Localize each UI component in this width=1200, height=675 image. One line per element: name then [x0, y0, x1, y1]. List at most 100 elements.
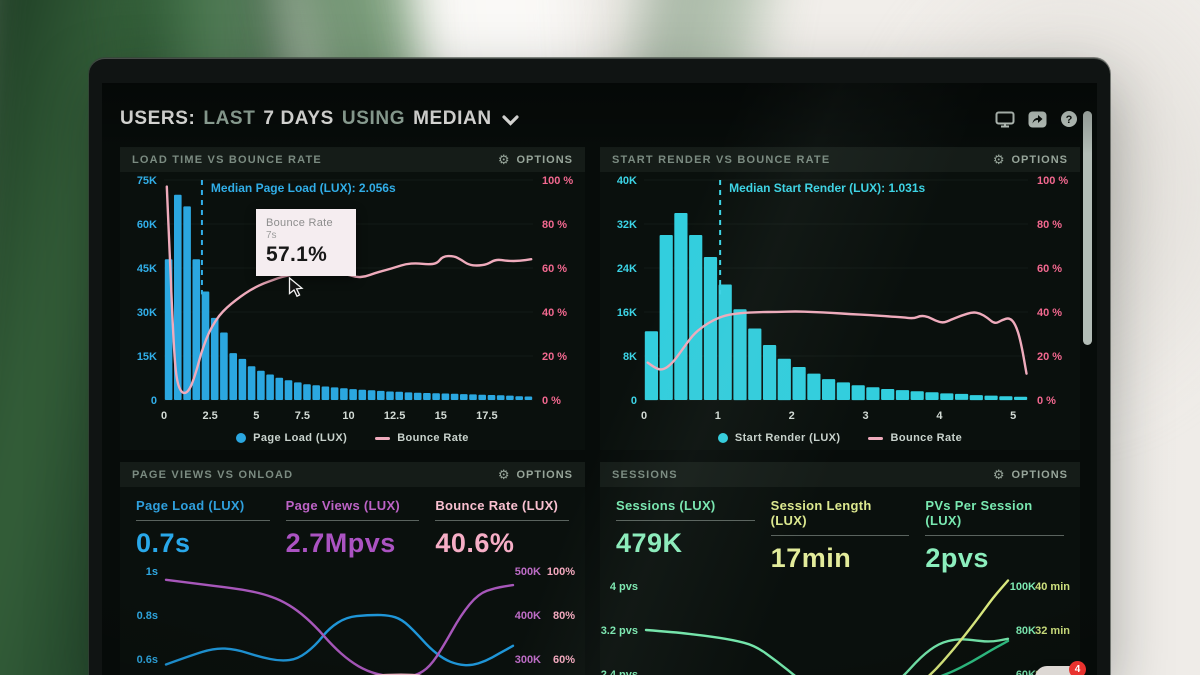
screen: USERS: LAST 7 DAYS USING MEDIAN — [102, 83, 1097, 675]
svg-text:300K: 300K — [515, 654, 541, 666]
svg-text:4: 4 — [936, 410, 943, 422]
svg-text:100K: 100K — [1010, 581, 1036, 593]
metric-value: 40.6% — [435, 528, 515, 558]
metric-session-length: Session Length (LUX) 17min — [770, 498, 910, 574]
panel-load-time-vs-bounce-rate: LOAD TIME VS BOUNCE RATE ⚙ OPTIONS 75K 60… — [120, 147, 585, 450]
tooltip-value: 57.1% — [266, 243, 328, 266]
panel-sessions: SESSIONS ⚙ OPTIONS Sessions (LUX) 479K — [600, 462, 1080, 675]
svg-text:0 %: 0 % — [1037, 395, 1056, 407]
svg-text:0: 0 — [151, 395, 157, 407]
title-days: 7 DAYS — [263, 108, 334, 129]
legend-line-icon — [375, 436, 391, 440]
svg-text:0 %: 0 % — [542, 395, 561, 407]
legend-label: Bounce Rate — [397, 432, 469, 444]
help-icon[interactable]: ? — [1059, 110, 1079, 128]
scrollbar[interactable] — [1083, 111, 1092, 345]
legend-line-icon — [868, 436, 884, 440]
svg-text:10: 10 — [342, 410, 354, 422]
panel-title: SESSIONS — [612, 468, 678, 481]
panel-header: SESSIONS ⚙ OPTIONS — [600, 462, 1080, 487]
legend-label: Bounce Rate — [890, 432, 963, 444]
svg-text:12.5: 12.5 — [384, 410, 405, 422]
options-button[interactable]: ⚙ OPTIONS — [498, 468, 573, 481]
svg-text:40 %: 40 % — [542, 307, 567, 319]
svg-text:2.4 pvs: 2.4 pvs — [601, 669, 638, 675]
svg-text:4 pvs: 4 pvs — [610, 581, 638, 593]
gear-icon: ⚙ — [992, 152, 1006, 167]
svg-text:80K: 80K — [1016, 625, 1036, 637]
metric-page-views: Page Views (LUX) 2.7Mpvs — [285, 498, 420, 559]
metric-value: 0.7s — [136, 528, 191, 558]
laptop-frame: USERS: LAST 7 DAYS USING MEDIAN — [89, 58, 1110, 675]
dashboard: USERS: LAST 7 DAYS USING MEDIAN — [102, 83, 1097, 675]
svg-text:40K: 40K — [617, 175, 637, 187]
legend-item: Bounce Rate — [868, 432, 962, 444]
options-button[interactable]: ⚙ OPTIONS — [498, 153, 573, 166]
sessions-line-chart[interactable]: 4 pvs 3.2 pvs 2.4 pvs 100K 40 min 80K 32 min 60… — [600, 578, 1080, 675]
dashboard-header: USERS: LAST 7 DAYS USING MEDIAN — [120, 103, 1079, 135]
metric-value: 2.7Mpvs — [285, 528, 396, 558]
svg-text:80 %: 80 % — [1037, 219, 1062, 231]
load-time-histogram-chart[interactable]: 75K 60K 45K 30K 15K 0 100 % 80 % 60 % 40 % 20 % 0 %… — [120, 172, 585, 426]
svg-text:3.2 pvs: 3.2 pvs — [601, 625, 638, 637]
metrics-row: Page Load (LUX) 0.7s Page Views (LUX) 2.… — [120, 487, 585, 563]
options-label: OPTIONS — [516, 468, 573, 481]
svg-text:17.5: 17.5 — [476, 410, 497, 422]
svg-text:Median Start Render (LUX): 1.0: Median Start Render (LUX): 1.031s — [729, 181, 925, 195]
legend-item: Start Render (LUX) — [717, 432, 841, 444]
start-render-histogram-chart[interactable]: 40K 32K 24K 16K 8K 0 100 % 80 % 60 % 40 % 20 % 0 % 0… — [600, 172, 1080, 426]
svg-text:60 %: 60 % — [1037, 263, 1062, 275]
metric-label: Page Views (LUX) — [285, 498, 420, 521]
tooltip-series: Bounce Rate — [266, 217, 333, 229]
metric-label: Session Length (LUX) — [770, 498, 910, 536]
options-label: OPTIONS — [516, 153, 573, 166]
title-last: LAST — [203, 108, 256, 129]
share-icon[interactable] — [1027, 110, 1047, 128]
svg-text:500K: 500K — [515, 566, 541, 578]
metric-pvs-per-session: PVs Per Session (LUX) 2pvs — [925, 498, 1065, 574]
tooltip-x-value: 7s — [266, 230, 277, 241]
time-range-dropdown[interactable]: USERS: LAST 7 DAYS USING MEDIAN — [120, 108, 519, 130]
title-median: MEDIAN — [413, 108, 492, 129]
svg-text:30K: 30K — [137, 307, 157, 319]
legend-item: Bounce Rate — [375, 432, 469, 444]
svg-text:100 %: 100 % — [1037, 175, 1068, 187]
svg-text:32K: 32K — [617, 219, 637, 231]
svg-text:80%: 80% — [553, 610, 575, 622]
metric-label: Page Load (LUX) — [136, 498, 270, 521]
svg-text:32 min: 32 min — [1035, 625, 1070, 637]
panel-header: PAGE VIEWS VS ONLOAD ⚙ OPTIONS — [120, 462, 585, 487]
options-label: OPTIONS — [1011, 468, 1068, 481]
svg-text:0.8s: 0.8s — [137, 610, 158, 622]
svg-text:5: 5 — [253, 410, 259, 422]
svg-text:15: 15 — [435, 410, 447, 422]
panel-title: START RENDER VS BOUNCE RATE — [612, 153, 831, 166]
gear-icon: ⚙ — [497, 467, 511, 482]
panel-grid: LOAD TIME VS BOUNCE RATE ⚙ OPTIONS 75K 60… — [120, 147, 1080, 675]
svg-text:400K: 400K — [515, 610, 541, 622]
metric-value: 479K — [616, 528, 683, 558]
chart-legend: Page Load (LUX) Bounce Rate — [120, 426, 585, 450]
header-icons: ? — [995, 110, 1079, 128]
svg-text:40 %: 40 % — [1037, 307, 1062, 319]
metric-sessions: Sessions (LUX) 479K — [616, 498, 755, 574]
gear-icon: ⚙ — [992, 467, 1006, 482]
monitor-icon[interactable] — [995, 110, 1015, 128]
panel-page-views-vs-onload: PAGE VIEWS VS ONLOAD ⚙ OPTIONS Page Load… — [120, 462, 585, 675]
hover-tooltip: Bounce Rate 7s 57.1% — [256, 209, 356, 276]
svg-text:60%: 60% — [553, 654, 575, 666]
options-button[interactable]: ⚙ OPTIONS — [993, 153, 1068, 166]
svg-text:24K: 24K — [617, 263, 637, 275]
svg-text:60K: 60K — [137, 219, 157, 231]
page-views-line-chart[interactable]: 1s 0.8s 0.6s 500K 100% 400K 80% 300K 60% — [120, 563, 585, 675]
svg-text:7.5: 7.5 — [295, 410, 310, 422]
metrics-row: Sessions (LUX) 479K Session Length (LUX)… — [600, 487, 1080, 578]
chat-widget-button[interactable]: 4 — [1035, 661, 1086, 675]
svg-text:45K: 45K — [137, 263, 157, 275]
svg-text:20 %: 20 % — [542, 351, 567, 363]
options-button[interactable]: ⚙ OPTIONS — [993, 468, 1068, 481]
metric-value: 17min — [770, 543, 852, 573]
legend-label: Start Render (LUX) — [734, 432, 841, 444]
panel-title: PAGE VIEWS VS ONLOAD — [132, 468, 294, 481]
